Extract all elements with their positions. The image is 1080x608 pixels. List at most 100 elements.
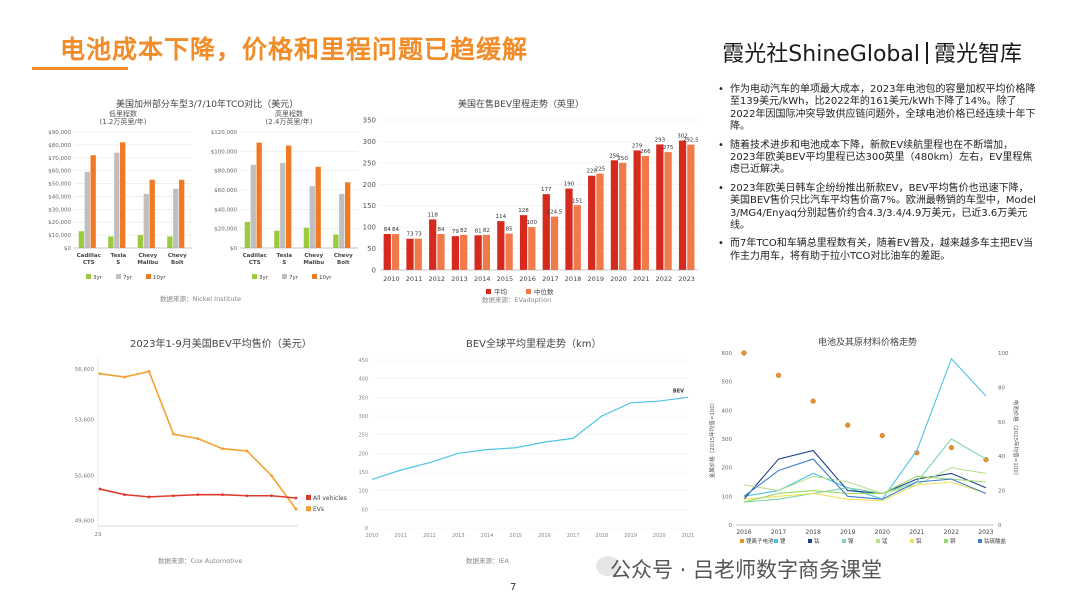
y-tick-label: $0: [64, 246, 71, 252]
bar-中位数: [437, 234, 445, 270]
x-tick-label: 2020: [610, 275, 627, 283]
y-tick-label: $10,000: [48, 233, 71, 239]
legend-swatch-锰: [876, 539, 880, 543]
y-tick-label: 150: [358, 470, 368, 476]
battery-point: [810, 398, 816, 404]
x-tick-label: Tesla: [276, 253, 292, 259]
legend-swatch-7yr: [116, 274, 121, 279]
y-tick-label-right: 40: [998, 454, 1005, 460]
brand-logo: 霞光社ShineGlobal 霞光智库: [722, 36, 1022, 68]
x-tick-label: Malibu: [137, 260, 158, 266]
global-range-source: 数据来源：IEA: [466, 557, 509, 565]
data-label: 82: [483, 228, 490, 234]
data-label: 81: [475, 228, 482, 234]
data-label: 266: [640, 149, 651, 155]
bar-10yr: [315, 166, 321, 248]
y-tick-label: 100: [722, 494, 733, 500]
data-label: 82: [460, 228, 467, 234]
legend-swatch-10yr: [312, 274, 317, 279]
x-tick-label: 2013: [451, 275, 468, 283]
series-line-锰: [743, 467, 987, 495]
y-tick-label-right: 0: [998, 523, 1002, 529]
y-tick-label: $80,000: [48, 143, 71, 149]
y-tick-label: 50: [367, 245, 376, 253]
avg-price-source: 数据来源：Cox Automotive: [158, 557, 243, 565]
brand-left: 霞光社ShineGlobal: [722, 42, 920, 67]
x-tick-label: 2014: [481, 533, 494, 539]
legend-swatch-All vehicles: [306, 495, 311, 500]
y-tick-label: 400: [358, 377, 368, 383]
y-axis-label-right: 电池价格（2015年均值=100）: [1012, 400, 1020, 479]
series-line-镍: [743, 438, 987, 503]
y-tick-label: 56,600: [75, 367, 95, 373]
x-tick-label: Bolt: [171, 260, 184, 266]
bar-平均: [451, 236, 460, 270]
x-tick-label: 2018: [595, 533, 608, 539]
x-tick-label: 2018: [565, 275, 582, 283]
data-label: 190: [564, 182, 575, 188]
tco-chart-title: 美国加州部分车型3/7/10年TCO对比（美元）: [116, 100, 299, 110]
legend-swatch-3yr: [252, 274, 257, 279]
y-tick-label: 250: [363, 159, 376, 167]
y-tick-label: $20,000: [48, 220, 71, 226]
data-point: [196, 437, 200, 441]
data-label: 79: [452, 229, 459, 235]
bar-7yr: [250, 164, 256, 248]
data-point: [123, 375, 126, 379]
legend-label: 中位数: [534, 287, 554, 296]
bar-10yr: [345, 182, 351, 248]
legend-swatch-10yr: [146, 274, 151, 279]
bar-平均: [497, 221, 505, 270]
bar-中位数: [482, 234, 491, 270]
bar-10yr: [90, 155, 96, 248]
x-tick-label: 2017: [567, 533, 580, 539]
y-tick-label: 100: [358, 489, 368, 495]
x-tick-label: 2021: [633, 275, 650, 283]
bar-3yr: [274, 230, 280, 248]
global-range-chart: 0 50 100 150 200 250 300 350 400 450 2010 2011 2012 2…: [358, 358, 695, 539]
x-tick-label: 2020: [875, 529, 890, 536]
legend-swatch-EVs: [306, 506, 311, 512]
bar-7yr: [280, 162, 286, 248]
x-tick-label: 2016: [519, 275, 536, 283]
legend-swatch-钴: [808, 539, 812, 543]
y-tick-label: 200: [358, 451, 368, 457]
bar-10yr: [256, 142, 262, 248]
bar-平均: [588, 175, 596, 270]
x-tick-label: 2013: [452, 533, 465, 539]
y-tick-label: 0: [365, 526, 368, 532]
y-tick-label: 53,600: [75, 418, 95, 424]
x-tick-label: 2023: [978, 529, 993, 536]
x-tick-label: 2023: [678, 275, 695, 283]
x-tick-label: 2016: [736, 529, 751, 536]
y-tick-label: 500: [722, 380, 733, 386]
bar-中位数: [687, 144, 695, 270]
x-tick-label: 2019: [840, 529, 855, 536]
y-tick-label: 100: [363, 224, 376, 232]
data-label: 151: [572, 198, 583, 204]
y-tick-label: 300: [358, 414, 368, 420]
bar-中位数: [573, 205, 581, 270]
x-tick-label: Chevy: [168, 253, 187, 259]
x-tick-label: 2021: [682, 533, 695, 539]
bar-3yr: [78, 231, 85, 248]
x-tick-label: 2020: [653, 533, 666, 539]
legend-label: 平均: [494, 287, 508, 296]
x-tick-label: 2011: [406, 275, 423, 283]
y-tick-label: 350: [363, 117, 376, 125]
bar-中位数: [460, 234, 468, 270]
legend-label: 锰: [882, 537, 888, 545]
data-point: [147, 370, 151, 373]
x-tick-label: 2012: [429, 275, 446, 283]
legend-label: All vehicles: [313, 495, 347, 502]
y-tick-label: 49,600: [75, 518, 95, 524]
data-label: 250: [617, 156, 628, 162]
bullet-item: 随着技术进步和电池成本下降，新款EV续航里程也在不断增加，2023年欧美BEV平…: [718, 140, 1038, 177]
y-tick-label: 300: [722, 437, 733, 443]
x-tick-label: 2017: [771, 529, 786, 536]
y-tick-label: $100,000: [211, 149, 238, 155]
y-tick-label: 0: [372, 267, 376, 275]
data-label: 84: [384, 227, 391, 233]
data-label: 275: [663, 145, 674, 151]
